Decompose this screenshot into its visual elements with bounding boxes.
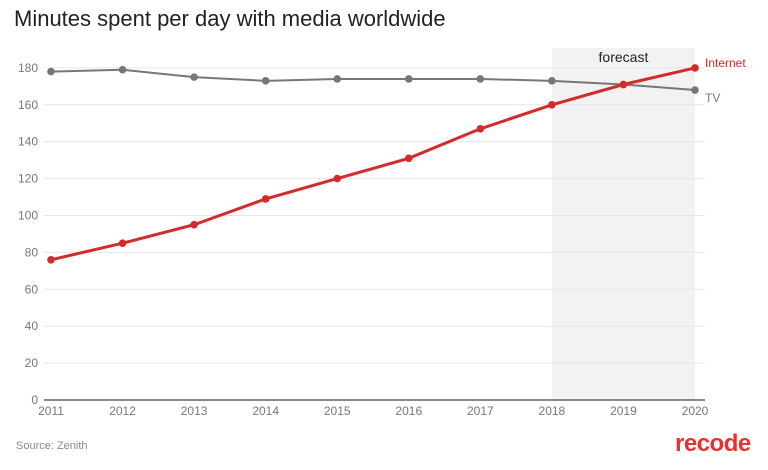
recode-logo: recode: [675, 430, 751, 457]
data-point-internet: [619, 80, 628, 89]
data-point-internet: [118, 239, 127, 247]
y-tick-label: 20: [25, 356, 39, 370]
y-tick-label: 80: [25, 245, 39, 259]
data-point-internet: [476, 124, 485, 133]
x-tick-label: 2016: [395, 404, 422, 418]
data-point-internet: [47, 255, 55, 264]
data-point-internet: [404, 154, 413, 163]
data-point-internet: [333, 174, 342, 183]
chart-title: Minutes spent per day with media worldwi…: [14, 6, 446, 31]
x-tick-label: 2018: [539, 404, 566, 418]
data-point-tv: [476, 75, 485, 83]
data-point-tv: [548, 77, 556, 85]
data-point-tv: [404, 75, 413, 83]
x-tick-label: 2011: [38, 404, 64, 418]
data-point-internet: [691, 64, 699, 72]
y-tick-label: 0: [31, 393, 38, 407]
data-point-tv: [261, 77, 270, 85]
data-point-tv: [190, 73, 198, 81]
x-tick-label: 2020: [682, 404, 709, 418]
y-tick-label: 180: [18, 61, 38, 75]
y-tick-label: 100: [18, 209, 38, 223]
series-line-internet: [50, 66, 696, 262]
x-tick-label: 2017: [467, 404, 494, 418]
data-point-tv: [333, 75, 342, 83]
data-point-tv: [118, 65, 127, 74]
series-line-tv: [50, 68, 696, 92]
x-tick-label: 2012: [109, 404, 136, 418]
x-tick-label: 2015: [324, 404, 351, 418]
forecast-label: forecast: [599, 49, 649, 65]
y-tick-label: 140: [18, 135, 38, 149]
data-point-tv: [691, 86, 699, 94]
y-tick-label: 40: [25, 319, 39, 333]
x-tick-label: 2013: [181, 404, 208, 418]
y-tick-label: 60: [25, 282, 39, 296]
data-point-tv: [47, 67, 55, 76]
forecast-region: [551, 48, 695, 400]
data-point-internet: [190, 220, 198, 229]
y-tick-label: 120: [18, 172, 38, 186]
source-note: Source: Zenith: [16, 440, 88, 452]
x-tick-label: 2019: [610, 404, 637, 418]
data-point-internet: [261, 195, 270, 203]
data-point-internet: [548, 101, 556, 109]
series-label-tv: TV: [705, 91, 720, 105]
x-tick-label: 2014: [252, 404, 279, 418]
y-tick-label: 160: [18, 98, 38, 112]
series-label-internet: Internet: [705, 56, 746, 70]
